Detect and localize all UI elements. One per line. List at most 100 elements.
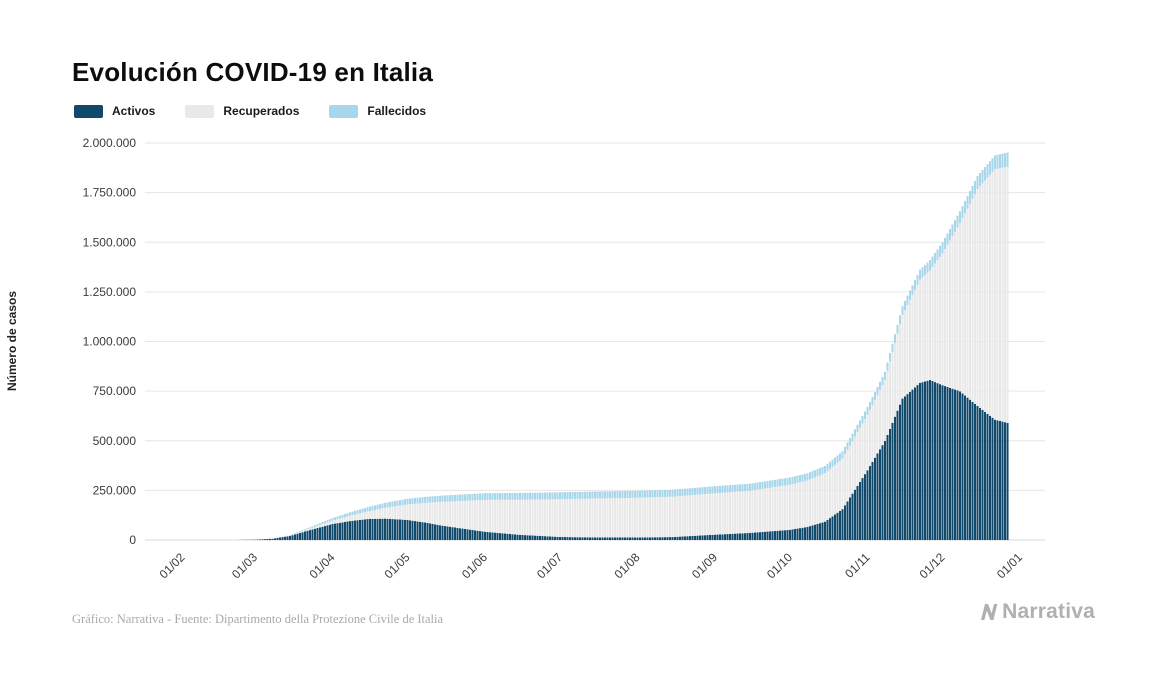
- area-segment: [961, 218, 964, 394]
- area-segment: [368, 506, 372, 511]
- area-segment: [748, 532, 752, 540]
- area-segment: [918, 382, 922, 540]
- area-segment: [1003, 422, 1007, 540]
- area-segment: [508, 533, 512, 540]
- area-segment: [796, 528, 799, 540]
- area-segment: [838, 460, 842, 511]
- area-segment: [321, 522, 324, 525]
- area-segment: [273, 538, 277, 540]
- area-segment: [593, 498, 597, 538]
- area-segment: [756, 482, 759, 490]
- area-segment: [501, 533, 504, 540]
- area-segment: [993, 155, 997, 170]
- area-segment: [326, 525, 329, 540]
- area-segment: [398, 500, 402, 506]
- area-segment: [628, 497, 632, 538]
- area-segment: [726, 534, 729, 540]
- area-segment: [808, 526, 812, 540]
- area-segment: [758, 489, 762, 533]
- area-segment: [826, 471, 829, 520]
- area-segment: [651, 537, 654, 540]
- area-segment: [776, 479, 779, 487]
- area-segment: [376, 504, 379, 510]
- area-segment: [933, 382, 937, 540]
- area-segment: [686, 536, 689, 540]
- area-segment: [651, 490, 654, 498]
- area-segment: [551, 492, 554, 500]
- area-segment: [401, 499, 404, 506]
- y-tick-label: 750.000: [93, 384, 137, 398]
- area-segment: [371, 510, 374, 519]
- area-segment: [806, 480, 809, 527]
- area-segment: [911, 294, 914, 390]
- area-segment: [443, 501, 447, 527]
- area-segment: [856, 485, 859, 540]
- area-segment: [301, 532, 304, 540]
- legend-swatch-activos: [74, 104, 103, 118]
- area-segment: [911, 389, 914, 540]
- area-segment: [983, 180, 987, 412]
- area-segment: [708, 493, 712, 535]
- area-segment: [771, 531, 774, 540]
- area-segment: [868, 409, 872, 467]
- area-segment: [318, 523, 322, 526]
- x-tick-label: 01/04: [306, 550, 337, 581]
- area-segment: [416, 497, 419, 504]
- area-segment: [391, 506, 394, 520]
- area-segment: [761, 488, 764, 532]
- area-segment: [326, 522, 329, 526]
- area-segment: [696, 494, 699, 536]
- area-segment: [643, 490, 647, 498]
- area-segment: [876, 453, 879, 540]
- area-segment: [778, 479, 782, 487]
- area-segment: [623, 537, 627, 540]
- area-segment: [996, 168, 999, 421]
- area-segment: [551, 536, 554, 540]
- area-segment: [651, 497, 654, 538]
- x-tick-label: 01/02: [156, 550, 187, 581]
- area-segment: [536, 499, 539, 536]
- area-segment: [891, 352, 894, 423]
- area-segment: [531, 535, 534, 540]
- area-segment: [346, 521, 349, 540]
- area-segment: [531, 492, 534, 500]
- area-segment: [436, 502, 439, 525]
- area-segment: [828, 518, 832, 540]
- area-segment: [991, 158, 994, 173]
- area-segment: [663, 496, 667, 538]
- area-segment: [698, 535, 702, 540]
- area-segment: [503, 533, 507, 540]
- legend-label-activos: Activos: [112, 104, 156, 118]
- area-segment: [556, 536, 559, 540]
- area-segment: [843, 446, 847, 455]
- area-segment: [421, 522, 424, 540]
- area-segment: [606, 498, 609, 538]
- area-segment: [483, 499, 487, 532]
- area-segment: [426, 502, 429, 523]
- area-segment: [793, 483, 797, 529]
- area-segment: [751, 490, 754, 533]
- area-segment: [673, 496, 677, 537]
- area-segment: [358, 513, 362, 520]
- area-segment: [458, 501, 462, 529]
- area-segment: [806, 526, 809, 540]
- area-segment: [776, 486, 779, 531]
- area-segment: [846, 442, 849, 450]
- area-segment: [986, 164, 989, 178]
- area-segment: [646, 490, 649, 498]
- area-segment: [673, 536, 677, 540]
- area-segment: [333, 519, 337, 524]
- area-segment: [471, 500, 474, 530]
- area-segment: [313, 528, 317, 540]
- area-segment: [966, 397, 969, 540]
- area-segment: [303, 530, 307, 532]
- area-segment: [731, 492, 734, 534]
- area-segment: [671, 489, 674, 497]
- area-segment: [723, 534, 727, 540]
- area-segment: [941, 385, 944, 540]
- area-segment: [753, 482, 757, 490]
- area-segment: [403, 519, 407, 540]
- area-segment: [648, 497, 652, 538]
- area-segment: [781, 530, 784, 540]
- area-segment: [696, 535, 699, 540]
